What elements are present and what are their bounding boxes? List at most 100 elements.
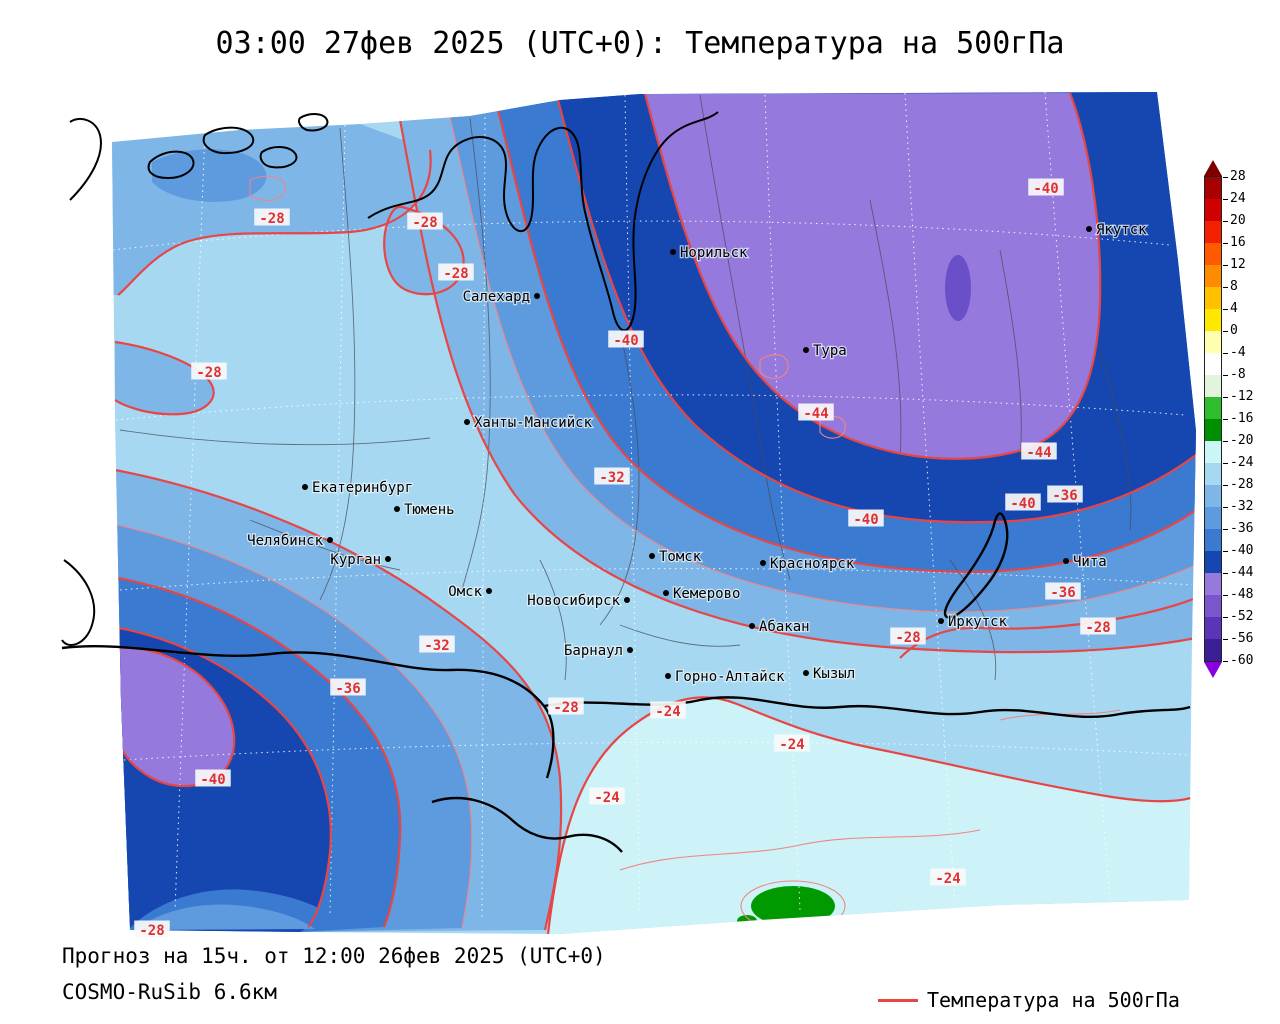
contour-label: -28	[553, 700, 578, 716]
contour-label-box	[774, 734, 810, 752]
zone--16--20-green-dot	[737, 915, 757, 927]
colorbar-value-label: 16	[1230, 235, 1246, 250]
city-dot	[486, 588, 492, 594]
model-info-line: COSMO-RuSib 6.6км	[62, 980, 277, 1004]
colorbar-value-label: 4	[1230, 301, 1238, 316]
contour-label-box	[195, 769, 231, 787]
colorbar-segment	[1205, 617, 1221, 639]
colorbar-value-label: -8	[1230, 367, 1246, 382]
contour-label-box	[1021, 442, 1057, 460]
contour-label: -40	[1033, 181, 1058, 197]
city-dot	[624, 597, 630, 603]
colorbar-arrow-bottom	[1204, 662, 1222, 678]
city-label: Горно-Алтайск	[675, 669, 785, 685]
contour-label: -40	[200, 772, 225, 788]
city-dot	[385, 556, 391, 562]
contour-label: -28	[443, 266, 468, 282]
contour-label: -24	[779, 737, 804, 753]
city-label: Тюмень	[404, 502, 455, 518]
border-altai	[431, 796, 623, 853]
contour-label-box	[848, 509, 884, 527]
colorbar-value-label: -12	[1230, 389, 1254, 404]
colorbar-value-label: 12	[1230, 257, 1246, 272]
contour-label: -28	[412, 215, 437, 231]
contour-label: -28	[1085, 620, 1110, 636]
zone--16--20-green-spot	[751, 886, 835, 926]
contour-label: -36	[335, 681, 360, 697]
city-label: Екатеринбург	[312, 480, 413, 496]
colorbar-tick	[1223, 243, 1228, 244]
contour-line--32-sw	[116, 524, 473, 929]
colorbar-value-label: -48	[1230, 587, 1254, 602]
colorbar-value-label: -60	[1230, 653, 1254, 668]
city-dot	[749, 623, 755, 629]
colorbar-segment	[1205, 529, 1221, 551]
city-dot	[534, 293, 540, 299]
city-label: Курган	[330, 552, 381, 568]
island-outline	[259, 146, 298, 169]
city-dot	[803, 670, 809, 676]
colorbar-tick	[1223, 375, 1228, 376]
contour-label: -36	[1050, 585, 1075, 601]
colorbar-value-label: -44	[1230, 565, 1254, 580]
colorbar-value-label: -16	[1230, 411, 1254, 426]
contour-labels: -28 -28 -28 -28 -40 -40 -44 -32 -44 -36 -40 -40 -36 -…	[134, 178, 1116, 939]
colorbar-tick	[1223, 397, 1228, 398]
contour-label: -36	[1052, 488, 1077, 504]
contour-label-box	[798, 403, 834, 421]
colorbar-tick	[1223, 353, 1228, 354]
contour-label-box	[134, 920, 170, 938]
contour-label-box	[1047, 485, 1083, 503]
colorbar-segment	[1205, 309, 1221, 331]
colorbar-tick	[1223, 529, 1228, 530]
coastline-kara-sea	[367, 111, 719, 332]
colorbar-tick	[1223, 177, 1228, 178]
city-label: Томск	[659, 549, 702, 565]
forecast-info-line: Прогноз на 15ч. от 12:00 26фев 2025 (UTC…	[62, 944, 606, 968]
city-label: Новосибирск	[527, 593, 620, 609]
city-dot	[1063, 558, 1069, 564]
city-dot	[394, 506, 400, 512]
contour-label: -40	[613, 333, 638, 349]
zone--48--52-core	[945, 255, 971, 321]
contour-line--36	[496, 109, 1196, 574]
city-dot	[665, 673, 671, 679]
island-outline	[147, 150, 195, 180]
city-dot	[803, 347, 809, 353]
contour-label-box	[191, 362, 227, 380]
colorbar-segment	[1205, 353, 1221, 375]
contour-line--28-sw	[114, 468, 563, 931]
contour-line--44-sw	[113, 646, 236, 788]
colorbar-segment	[1205, 463, 1221, 485]
colorbar-tick	[1223, 551, 1228, 552]
contour-label-box	[419, 635, 455, 653]
colorbar-value-label: -56	[1230, 631, 1254, 646]
colorbar-segment	[1205, 243, 1221, 265]
island-outline	[202, 126, 255, 155]
colorbar-tick	[1223, 639, 1228, 640]
colorbar-arrow-top	[1204, 160, 1222, 176]
colorbar-segment	[1205, 177, 1221, 199]
colorbar-value-label: 24	[1230, 191, 1246, 206]
colorbar-value-label: 28	[1230, 169, 1246, 184]
colorbar-segment	[1205, 331, 1221, 353]
colorbar-value-label: -36	[1230, 521, 1254, 536]
contour-label-box	[930, 868, 966, 886]
colorbar-segment	[1205, 639, 1221, 661]
city-label: Кемерово	[673, 586, 740, 602]
contour-line--32	[449, 116, 1196, 613]
colorbar-bar	[1204, 176, 1222, 662]
contour-label-box	[438, 263, 474, 281]
colorbar: 28 24 20 16 12 8 4 0 -4 -8 -12 -16 -20 -24 -28 -32 -36 -4…	[1204, 160, 1264, 678]
contour-label: -24	[594, 790, 619, 806]
graticule	[112, 92, 1193, 921]
city-label: Тура	[813, 343, 847, 359]
colorbar-tick	[1223, 441, 1228, 442]
city-dot	[938, 618, 944, 624]
island-outline	[297, 113, 329, 132]
colorbar-segment	[1205, 375, 1221, 397]
colorbar-tick	[1223, 661, 1228, 662]
legend-label: Температура на 500гПа	[927, 988, 1180, 1012]
colorbar-tick	[1223, 617, 1228, 618]
